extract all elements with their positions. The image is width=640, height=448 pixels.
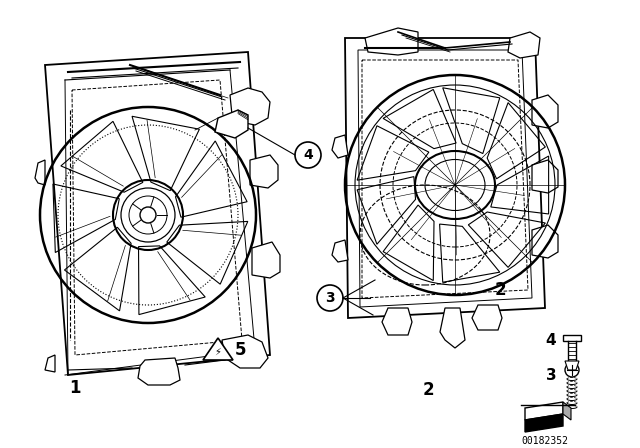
Polygon shape (230, 88, 270, 125)
Polygon shape (332, 135, 348, 158)
Polygon shape (222, 335, 268, 368)
Polygon shape (35, 160, 45, 185)
Polygon shape (215, 110, 248, 138)
Polygon shape (532, 225, 558, 258)
Text: 4: 4 (303, 148, 313, 162)
Polygon shape (565, 361, 579, 370)
Text: 5: 5 (234, 341, 246, 359)
Polygon shape (252, 242, 280, 278)
Polygon shape (525, 414, 563, 432)
Text: 1: 1 (69, 379, 81, 397)
Polygon shape (45, 355, 55, 372)
Circle shape (317, 285, 343, 311)
Polygon shape (365, 28, 418, 55)
Circle shape (295, 142, 321, 168)
Text: 2: 2 (422, 381, 434, 399)
Polygon shape (563, 335, 581, 341)
Text: 4: 4 (546, 332, 556, 348)
Polygon shape (440, 308, 465, 348)
Polygon shape (525, 402, 563, 420)
Polygon shape (332, 240, 348, 262)
Polygon shape (508, 32, 540, 58)
Polygon shape (250, 155, 278, 188)
Ellipse shape (415, 151, 495, 219)
Polygon shape (138, 358, 180, 385)
Text: ⚡: ⚡ (214, 347, 221, 357)
Polygon shape (532, 95, 558, 128)
Polygon shape (203, 338, 233, 360)
Text: 00182352: 00182352 (522, 436, 568, 446)
Text: 2: 2 (494, 281, 506, 299)
Polygon shape (472, 305, 502, 330)
Polygon shape (382, 308, 412, 335)
Ellipse shape (425, 159, 485, 211)
Polygon shape (532, 160, 558, 193)
Circle shape (565, 363, 579, 377)
Text: 3: 3 (325, 291, 335, 305)
Text: 3: 3 (546, 367, 556, 383)
Polygon shape (563, 402, 571, 420)
